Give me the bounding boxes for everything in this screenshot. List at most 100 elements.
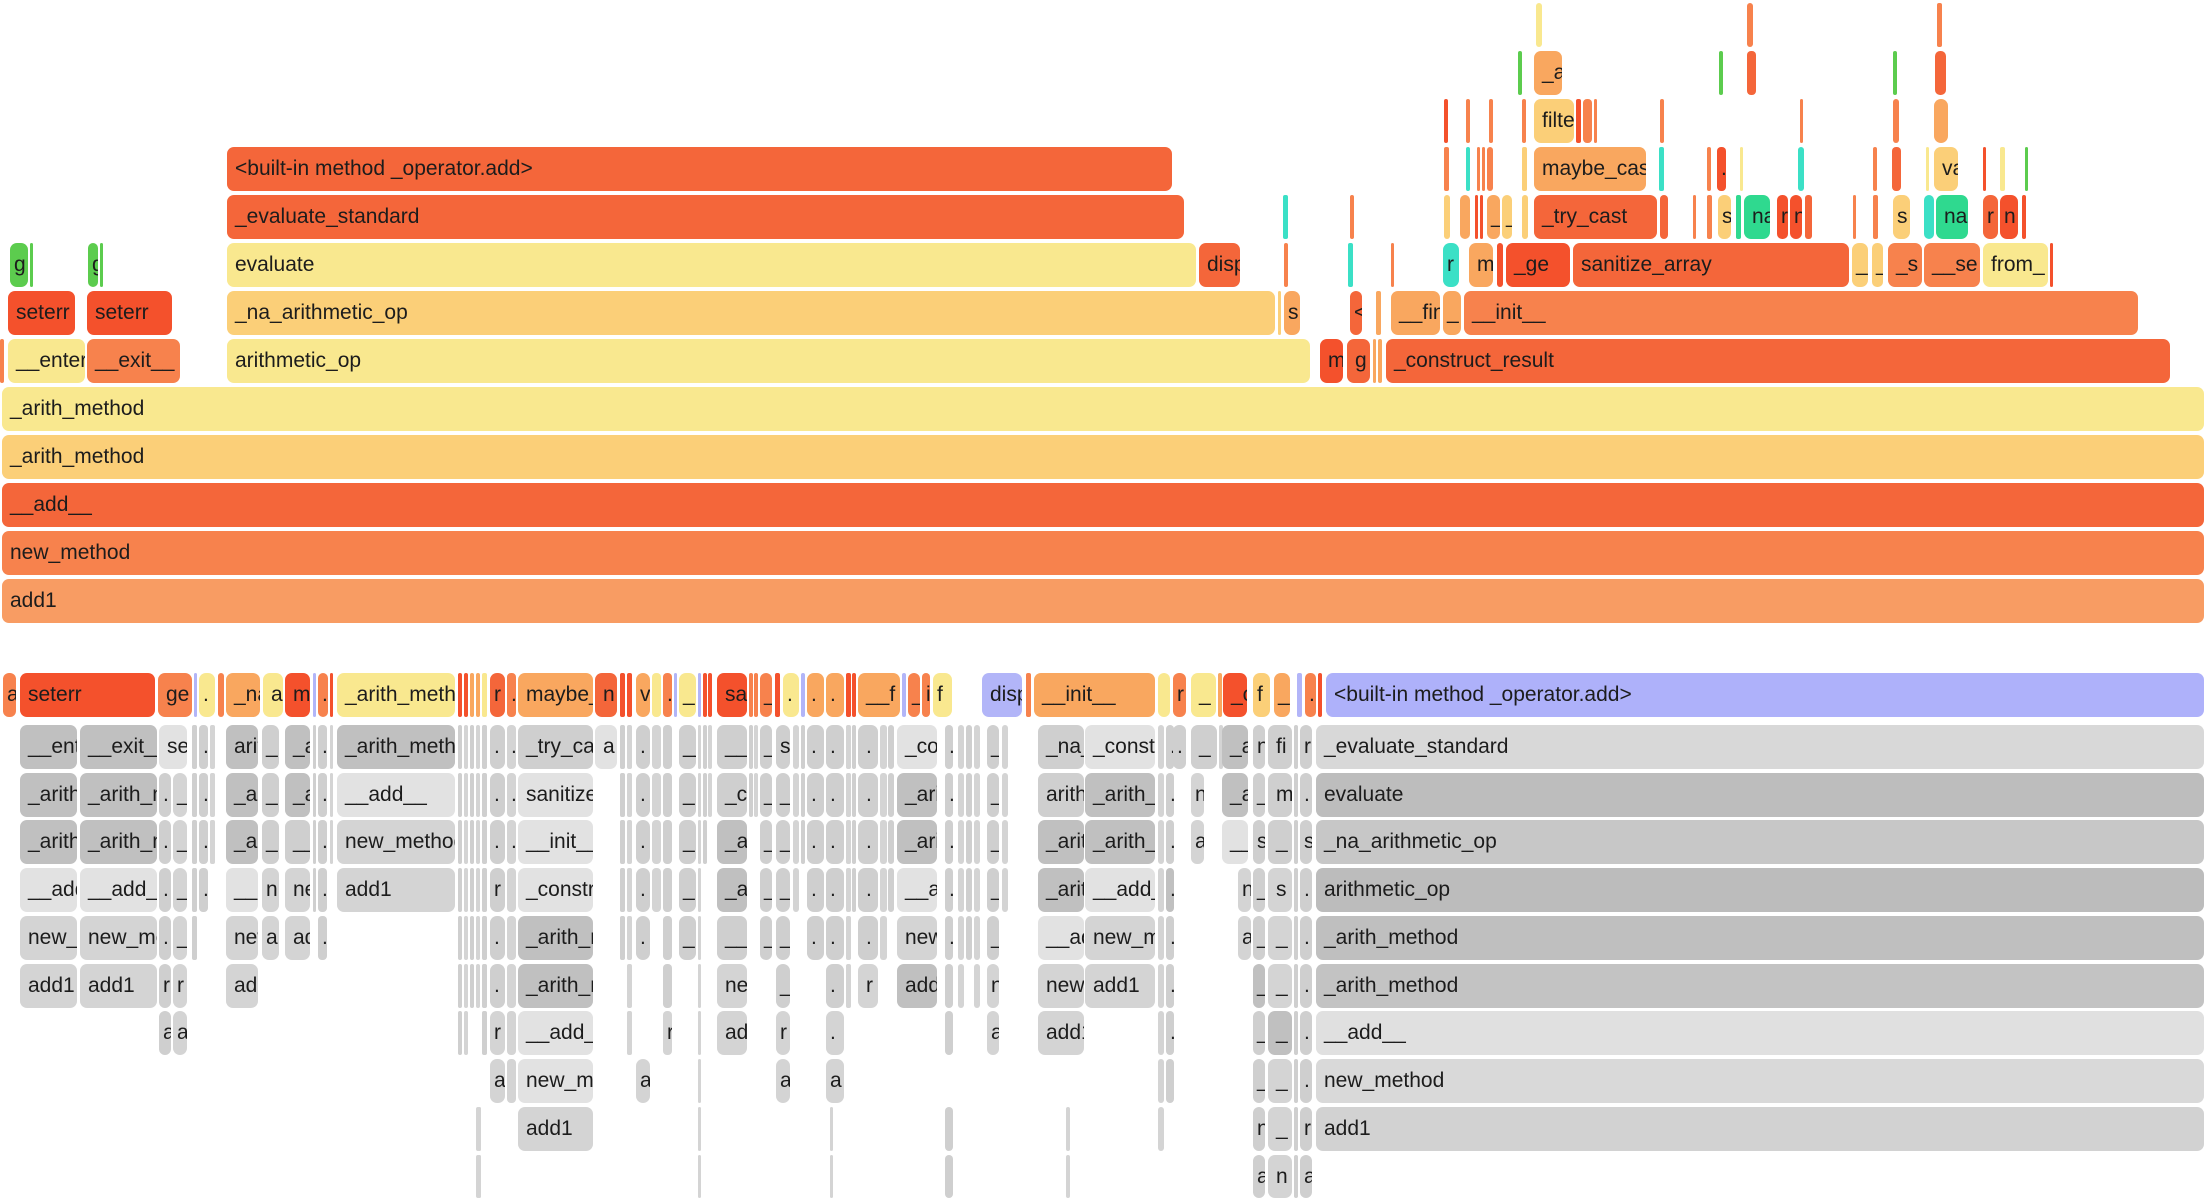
- flame-frame-[interactable]: _: [1191, 673, 1216, 717]
- flame-frame-[interactable]: .: [807, 773, 824, 817]
- flame-frame-arith-method[interactable]: _arith_method: [337, 673, 455, 717]
- flame-frame-disp[interactable]: disp: [982, 673, 1022, 717]
- flame-frame-sliver[interactable]: [880, 868, 887, 912]
- flame-frame-sliver[interactable]: [482, 673, 487, 717]
- flame-frame-sliver[interactable]: [698, 820, 701, 864]
- flame-frame-sliver[interactable]: [974, 725, 980, 769]
- flame-frame-[interactable]: .: [507, 673, 516, 717]
- flame-frame-a[interactable]: a: [826, 1059, 844, 1103]
- flame-frame-n[interactable]: n: [1790, 195, 1802, 239]
- flame-frame-sliver[interactable]: [888, 820, 894, 864]
- flame-frame-enter[interactable]: __enter__: [20, 725, 77, 769]
- flame-frame-disp[interactable]: disp: [1199, 243, 1240, 287]
- flame-frame-[interactable]: .: [1166, 773, 1174, 817]
- flame-frame-sliver[interactable]: [846, 725, 851, 769]
- flame-frame-sliver[interactable]: [458, 964, 462, 1008]
- flame-frame-sliver[interactable]: [974, 916, 980, 960]
- flame-frame-exit[interactable]: __exit__: [87, 339, 180, 383]
- flame-frame-sliver[interactable]: [192, 725, 197, 769]
- flame-frame-[interactable]: _: [776, 773, 790, 817]
- flame-frame-r[interactable]: r: [858, 964, 878, 1008]
- flame-frame-[interactable]: .: [807, 725, 824, 769]
- flame-frame-sliver[interactable]: [1660, 195, 1668, 239]
- flame-frame-sliver[interactable]: [100, 243, 103, 287]
- flame-frame-add[interactable]: __add__: [20, 868, 77, 912]
- flame-frame-[interactable]: .: [490, 773, 505, 817]
- flame-frame-sliver[interactable]: [192, 820, 197, 864]
- flame-frame-sliver[interactable]: [482, 964, 487, 1008]
- flame-frame-sliver[interactable]: [1002, 725, 1008, 769]
- flame-frame-sliver[interactable]: [974, 820, 980, 864]
- flame-frame-sliver[interactable]: [1747, 3, 1753, 47]
- flame-frame-sliver[interactable]: [703, 725, 707, 769]
- flame-frame-sliver[interactable]: [2022, 195, 2026, 239]
- flame-frame-sliver[interactable]: [793, 773, 799, 817]
- flame-frame-sliver[interactable]: [1536, 3, 1542, 47]
- flame-frame-sliver[interactable]: [754, 725, 758, 769]
- flame-frame-init[interactable]: __init__: [1464, 291, 2138, 335]
- flame-frame-sliver[interactable]: [1026, 673, 1031, 717]
- flame-frame-sliver[interactable]: [663, 773, 672, 817]
- flame-frame-[interactable]: .: [318, 916, 327, 960]
- flame-frame-arith-method[interactable]: _arith_method: [1222, 725, 1248, 769]
- flame-frame-[interactable]: .: [826, 773, 844, 817]
- flame-frame-sliver[interactable]: [846, 916, 851, 960]
- flame-frame-sliver[interactable]: [458, 820, 462, 864]
- flame-frame-[interactable]: _: [679, 916, 696, 960]
- flame-frame-[interactable]: .: [507, 725, 516, 769]
- flame-frame-a[interactable]: a: [1300, 1155, 1312, 1198]
- flame-frame-arith-method[interactable]: _arith_method: [226, 773, 258, 817]
- flame-frame-[interactable]: .: [318, 773, 327, 817]
- flame-frame-sliver[interactable]: [192, 916, 197, 960]
- flame-frame-built-in-method-operator-add[interactable]: <built-in method _operator.add>: [227, 147, 1172, 191]
- flame-frame-sliver[interactable]: [476, 820, 480, 864]
- flame-frame-arith-method[interactable]: _arith_method: [717, 868, 747, 912]
- flame-frame-arith-method[interactable]: _arith_method: [1085, 820, 1155, 864]
- flame-frame-sliver[interactable]: [1719, 51, 1723, 95]
- flame-frame-[interactable]: .: [807, 868, 824, 912]
- flame-frame-sliver[interactable]: [888, 773, 894, 817]
- flame-frame-m[interactable]: m: [1268, 773, 1292, 817]
- flame-frame-sliver[interactable]: [775, 673, 780, 717]
- flame-frame-sliver[interactable]: [830, 1155, 833, 1198]
- flame-frame-sliver[interactable]: [1934, 99, 1948, 143]
- flame-frame-enter[interactable]: __enter__: [8, 339, 85, 383]
- flame-frame-sliver[interactable]: [1466, 99, 1470, 143]
- flame-frame-sliver[interactable]: [1294, 1107, 1298, 1151]
- flame-frame-sanitize-array[interactable]: sanitize_array: [717, 673, 747, 717]
- flame-frame-s[interactable]: s: [1718, 195, 1731, 239]
- flame-frame-arith-method[interactable]: _arith_method: [518, 964, 593, 1008]
- flame-frame-sliver[interactable]: [1158, 916, 1164, 960]
- flame-frame-[interactable]: _: [1852, 243, 1868, 287]
- flame-frame-[interactable]: .: [636, 868, 650, 912]
- flame-frame-arith-method[interactable]: _arith_method: [1316, 964, 2204, 1008]
- flame-frame-[interactable]: .: [482, 868, 487, 912]
- flame-frame-sliver[interactable]: [1348, 243, 1353, 287]
- flame-frame-ge[interactable]: ge: [158, 673, 192, 717]
- flame-frame-new-method[interactable]: new_method: [2, 531, 2204, 575]
- flame-frame-sliver[interactable]: [974, 773, 980, 817]
- flame-frame-sliver[interactable]: [1158, 773, 1164, 817]
- flame-frame-[interactable]: _: [262, 725, 279, 769]
- flame-frame-sliver[interactable]: [1747, 51, 1756, 95]
- flame-frame-sliver[interactable]: [2000, 147, 2005, 191]
- flame-frame-sliver[interactable]: [703, 820, 707, 864]
- flame-frame-add[interactable]: __add__: [1222, 820, 1248, 864]
- flame-frame-arith-method[interactable]: _arith_method: [1085, 773, 1155, 817]
- flame-frame-sliver[interactable]: [1002, 773, 1008, 817]
- flame-frame-sliver[interactable]: [749, 773, 753, 817]
- flame-frame-[interactable]: .: [199, 725, 208, 769]
- flame-frame-n[interactable]: n: [595, 673, 617, 717]
- flame-frame-[interactable]: .: [945, 725, 953, 769]
- flame-frame-[interactable]: _: [760, 868, 772, 912]
- flame-frame-new-method[interactable]: new_method: [80, 916, 157, 960]
- flame-frame-sliver[interactable]: [1294, 964, 1298, 1008]
- flame-frame-sliver[interactable]: [1489, 99, 1493, 143]
- flame-frame-[interactable]: .: [826, 916, 844, 960]
- flame-frame-sliver[interactable]: [749, 673, 753, 717]
- flame-frame-sliver[interactable]: [880, 820, 887, 864]
- flame-frame-[interactable]: .: [159, 916, 171, 960]
- flame-frame-sliver[interactable]: [974, 868, 980, 912]
- flame-frame-[interactable]: _: [1253, 916, 1265, 960]
- flame-frame-f[interactable]: __f: [858, 673, 900, 717]
